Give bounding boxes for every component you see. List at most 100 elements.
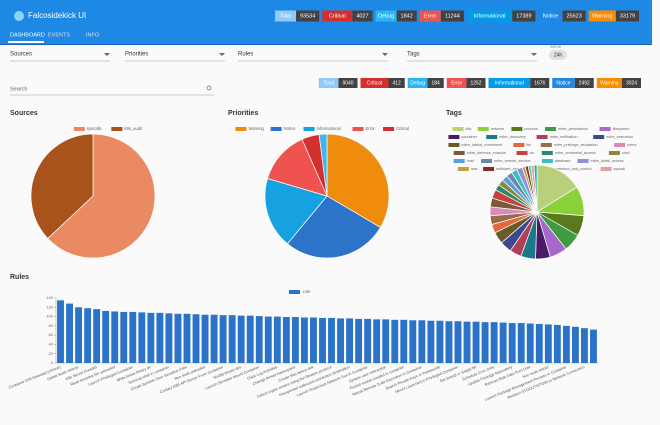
- y-tick-label: 40: [49, 341, 54, 346]
- legend-label: mitre_privilege_escalation: [554, 143, 598, 147]
- bar: [201, 314, 209, 363]
- badge-label-bg: [419, 10, 441, 22]
- y-tick-label: 120: [46, 304, 53, 309]
- bar: [445, 321, 453, 363]
- bar: [571, 326, 579, 363]
- badge-value-bg: [352, 10, 373, 22]
- badge-value-bg: [466, 78, 486, 88]
- search-label[interactable]: Search: [10, 86, 27, 92]
- chart-title: Priorities: [228, 110, 258, 117]
- bar: [138, 312, 146, 363]
- y-tick-label: 140: [46, 295, 53, 300]
- since-chip[interactable]: [549, 50, 567, 60]
- legend-swatch: [536, 135, 548, 139]
- bar: [490, 322, 498, 363]
- legend-label: rule: [303, 289, 311, 294]
- tab[interactable]: INFO: [86, 32, 100, 38]
- badge-value-bg: [296, 10, 320, 22]
- filter-label[interactable]: Tags: [407, 52, 420, 58]
- badge-label: Total: [280, 13, 292, 19]
- badge-label-bg: [488, 78, 531, 88]
- legend-label: syscall: [614, 167, 626, 171]
- legend-label: software_mgmt: [496, 167, 523, 171]
- legend-swatch: [600, 167, 612, 171]
- tab[interactable]: EVENTS: [48, 32, 70, 38]
- bar: [409, 320, 417, 363]
- badge-label: Notice: [556, 80, 570, 86]
- legend-swatch: [453, 159, 465, 163]
- bar: [319, 317, 326, 363]
- legend-label: Informational: [316, 126, 340, 131]
- legend-label: file: [526, 143, 531, 147]
- legend-label: network: [491, 127, 504, 131]
- bar: [454, 321, 462, 363]
- badge-value: 3024: [626, 80, 637, 86]
- bar: [535, 324, 543, 363]
- legend-label: mitre_remote_service: [494, 159, 531, 163]
- badge-label-bg: [446, 78, 467, 88]
- filter-arrow: [531, 53, 537, 56]
- bar: [174, 313, 182, 363]
- bar: [228, 315, 236, 363]
- legend-swatch: [235, 127, 247, 131]
- legend-label: database: [555, 159, 571, 163]
- legend-swatch: [453, 151, 465, 155]
- legend-swatch: [303, 127, 315, 131]
- y-tick-label: 60: [49, 332, 54, 337]
- search-icon: [206, 85, 212, 91]
- app-bar-edge: [0, 44, 652, 45]
- badge-label: Error: [424, 13, 436, 19]
- legend-swatch: [289, 290, 300, 294]
- filter-label[interactable]: Sources: [10, 52, 32, 58]
- badge-value: 412: [392, 80, 401, 86]
- bar: [273, 316, 281, 363]
- bar: [282, 317, 290, 363]
- bar: [57, 300, 64, 363]
- legend-label: mitre_lateral_movement: [461, 143, 503, 147]
- bar: [246, 315, 254, 363]
- legend-swatch: [608, 151, 620, 155]
- badge-label-bg: [466, 10, 513, 22]
- badge-value: 1676: [534, 80, 545, 86]
- pie-slice: [267, 138, 328, 197]
- pie-slice: [326, 133, 390, 228]
- filter-label[interactable]: Priorities: [125, 52, 148, 58]
- legend-label: mitre_exfiltration: [550, 135, 578, 139]
- bar: [156, 312, 164, 363]
- legend-label: mitre_initial_access: [591, 159, 624, 163]
- legend-swatch: [452, 127, 464, 131]
- filter-arrow: [382, 53, 388, 56]
- pie-slice: [533, 164, 538, 213]
- badge-value-bg: [562, 10, 586, 22]
- bar: [84, 308, 92, 363]
- legend-swatch: [448, 143, 460, 147]
- tab-indicator: [8, 41, 44, 43]
- filter-label[interactable]: Rules: [238, 52, 253, 58]
- legend-swatch: [545, 127, 557, 131]
- legend-label: process: [524, 127, 537, 131]
- badge-value-bg: [427, 78, 444, 88]
- bar: [328, 317, 335, 363]
- since-value: 24h: [554, 52, 563, 58]
- badge-label-bg: [538, 10, 563, 22]
- badge-label-bg: [588, 10, 616, 22]
- bar: [481, 322, 489, 363]
- bar: [562, 325, 570, 363]
- bar: [499, 322, 507, 363]
- tab[interactable]: DASHBOARD: [10, 32, 45, 38]
- pie-slice: [318, 133, 328, 197]
- legend-label: container: [461, 135, 477, 139]
- y-tick-label: 0: [51, 360, 54, 365]
- bar: [183, 313, 191, 363]
- bar: [310, 317, 317, 363]
- bar: [337, 318, 344, 363]
- legend-label: mitre_command_and_control: [542, 167, 591, 171]
- badge-value: 2492: [579, 80, 590, 86]
- bar: [219, 315, 227, 363]
- badge-value: 33179: [620, 13, 635, 19]
- legend-label: mitre_persistence: [558, 127, 588, 131]
- bar: [237, 315, 245, 363]
- bar: [192, 314, 200, 363]
- app-title: Falcosidekick UI: [28, 11, 86, 20]
